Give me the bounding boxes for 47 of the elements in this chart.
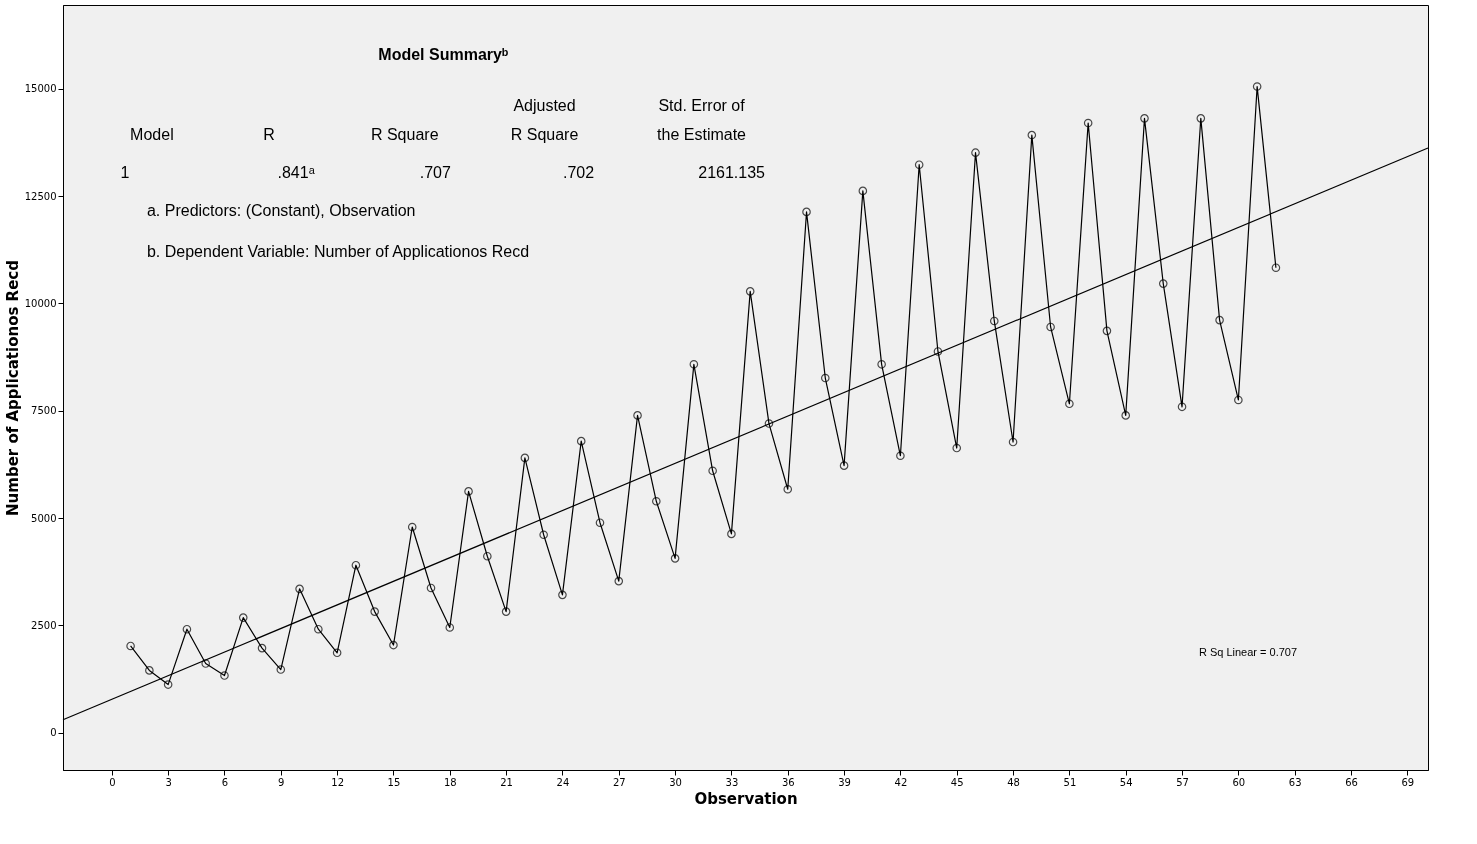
annotation: R Sq Linear = 0.707 [1198, 646, 1298, 658]
x-tick-label: 6 [221, 776, 229, 788]
annotation: .702 [562, 164, 595, 181]
annotation: Std. Error of the Estimate [657, 97, 747, 143]
x-tick-label: 42 [894, 776, 908, 788]
x-tick-label: 57 [1176, 776, 1189, 788]
x-tick-label: 63 [1288, 776, 1302, 788]
y-tick-label: 0 [50, 727, 57, 739]
x-tick-label: 36 [781, 776, 795, 788]
annotation: b. Dependent Variable: Number of Applicationos Recd [146, 243, 530, 260]
annotation: R [263, 126, 275, 143]
x-tick-label: 69 [1401, 776, 1415, 788]
x-tick-label: 15 [387, 776, 401, 788]
annotation: R Square [370, 126, 439, 143]
x-tick-label: 60 [1232, 776, 1246, 788]
annotation: 2161.135 [698, 164, 766, 181]
annotation: a. Predictors: (Constant), Observation [146, 202, 416, 219]
y-tick-label: 15000 [24, 83, 57, 95]
x-tick-label: 27 [612, 776, 626, 788]
x-tick-label: 3 [165, 776, 172, 788]
x-tick-label: 66 [1345, 776, 1358, 788]
x-tick-label: 9 [278, 776, 285, 788]
x-tick-label: 39 [838, 776, 851, 788]
x-tick-label: 24 [556, 776, 570, 788]
x-tick-label: 45 [950, 776, 964, 788]
x-tick-label: 30 [669, 776, 682, 788]
x-tick-label: 48 [1007, 776, 1020, 788]
y-tick-label: 10000 [24, 297, 57, 309]
x-tick-label: 33 [725, 776, 739, 788]
x-axis-title: Observation [694, 789, 798, 808]
x-tick-label: 54 [1119, 776, 1133, 788]
x-tick-label: 0 [109, 776, 116, 788]
annotation: 1 [120, 164, 130, 181]
x-tick-label: 12 [331, 776, 344, 788]
y-tick-label: 7500 [31, 405, 57, 417]
annotation: .841ᵃ [277, 164, 316, 181]
y-axis-title: Number of Applicationos Recd [3, 260, 22, 516]
y-tick-label: 5000 [31, 512, 57, 524]
annotation: Adjusted R Square [510, 97, 579, 143]
annotation: Model Summaryᵇ [378, 46, 509, 63]
y-tick-label: 12500 [24, 190, 57, 202]
annotation: .707 [419, 164, 451, 181]
annotation: Model [130, 126, 174, 143]
y-tick-label: 2500 [31, 619, 57, 631]
x-tick-label: 51 [1063, 776, 1077, 788]
x-tick-label: 21 [500, 776, 513, 788]
x-tick-label: 18 [443, 776, 457, 788]
